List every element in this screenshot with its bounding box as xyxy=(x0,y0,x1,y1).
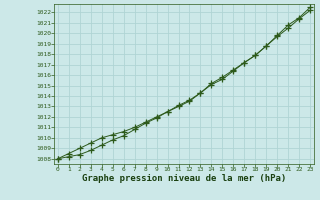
X-axis label: Graphe pression niveau de la mer (hPa): Graphe pression niveau de la mer (hPa) xyxy=(82,174,286,183)
